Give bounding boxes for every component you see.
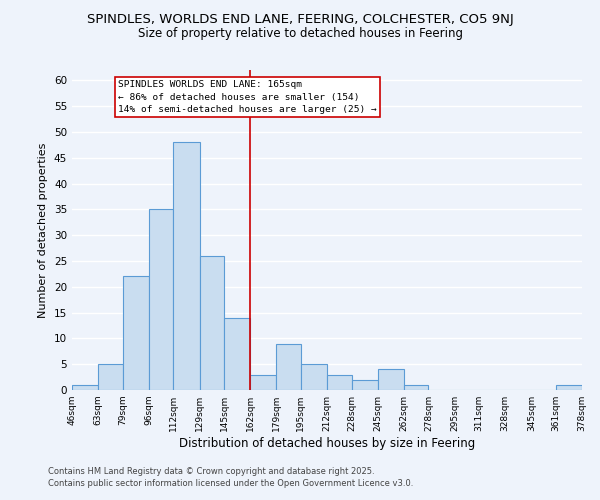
Bar [72,385,98,390]
Bar [173,142,199,390]
Bar [224,318,250,390]
Bar [377,370,404,390]
Bar [122,276,149,390]
Bar [301,364,327,390]
Bar [277,344,301,390]
Y-axis label: Number of detached properties: Number of detached properties [38,142,49,318]
Text: Contains HM Land Registry data © Crown copyright and database right 2025.
Contai: Contains HM Land Registry data © Crown c… [48,466,413,487]
Bar [199,256,224,390]
Bar [404,385,428,390]
X-axis label: Distribution of detached houses by size in Feering: Distribution of detached houses by size … [179,437,475,450]
Bar [250,374,277,390]
Text: SPINDLES WORLDS END LANE: 165sqm
← 86% of detached houses are smaller (154)
14% : SPINDLES WORLDS END LANE: 165sqm ← 86% o… [118,80,377,114]
Bar [98,364,122,390]
Bar [149,210,173,390]
Bar [556,385,582,390]
Bar [327,374,352,390]
Text: Size of property relative to detached houses in Feering: Size of property relative to detached ho… [137,28,463,40]
Bar [352,380,377,390]
Text: SPINDLES, WORLDS END LANE, FEERING, COLCHESTER, CO5 9NJ: SPINDLES, WORLDS END LANE, FEERING, COLC… [86,12,514,26]
